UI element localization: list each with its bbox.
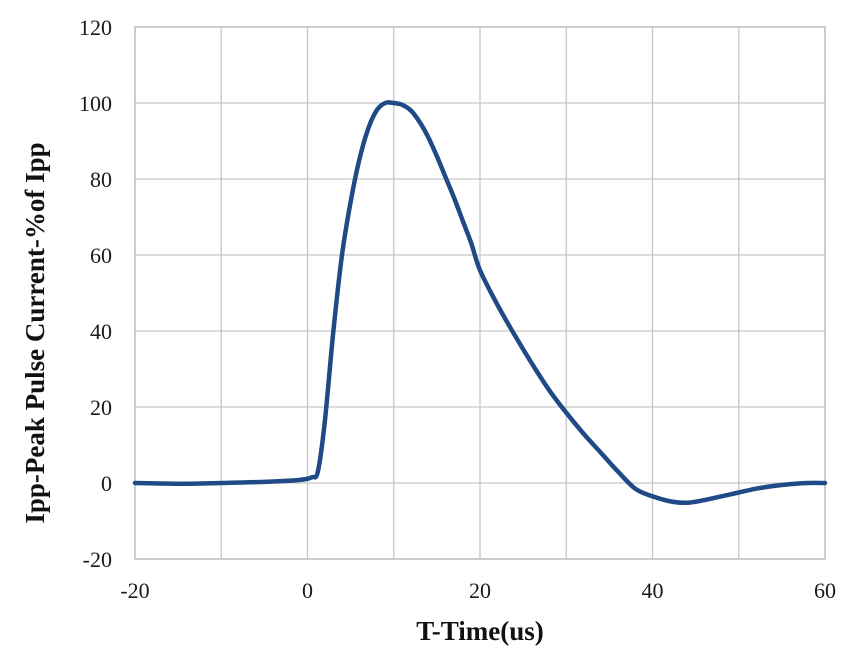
x-axis-title: T-Time(us) xyxy=(416,616,544,646)
x-tick-label: 0 xyxy=(302,578,313,603)
y-tick-label: 0 xyxy=(101,471,112,496)
x-tick-label: 20 xyxy=(469,578,491,603)
series-layer xyxy=(132,100,828,506)
y-axis-tick-labels: -20 0 20 40 60 80 100 120 xyxy=(79,15,112,572)
y-tick-label: 100 xyxy=(79,91,112,116)
y-tick-label: -20 xyxy=(83,547,112,572)
y-tick-label: 20 xyxy=(90,395,112,420)
x-tick-label: 40 xyxy=(642,578,664,603)
y-tick-label: 40 xyxy=(90,319,112,344)
y-tick-label: 120 xyxy=(79,15,112,40)
y-axis-title: Ipp-Peak Pulse Current-%of Ipp xyxy=(20,142,50,523)
x-axis-tick-labels: -20 0 20 40 60 xyxy=(120,578,836,603)
series-line-0 xyxy=(132,100,828,506)
x-tick-label: 60 xyxy=(814,578,836,603)
vertical-gridlines xyxy=(134,27,826,559)
y-tick-label: 80 xyxy=(90,167,112,192)
y-tick-label: 60 xyxy=(90,243,112,268)
plot-area-frame xyxy=(134,26,826,560)
x-tick-label: -20 xyxy=(120,578,149,603)
